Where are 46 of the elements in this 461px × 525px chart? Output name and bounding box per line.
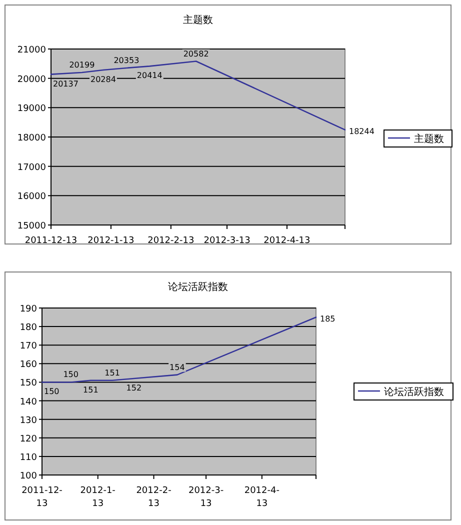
y-tick-label: 120 [20, 434, 38, 444]
data-label: 150 [44, 387, 60, 396]
data-label: 20137 [53, 79, 78, 88]
y-tick-label: 180 [20, 323, 38, 334]
y-tick-label: 130 [20, 416, 38, 426]
x-tick-label: 2012-4-13 [244, 486, 280, 509]
y-tick-label: 17000 [17, 162, 46, 173]
data-label: 185 [320, 314, 336, 324]
x-tick-label: 2012-2-13 [136, 486, 172, 509]
y-tick-label: 170 [20, 342, 38, 352]
data-label: 152 [126, 384, 142, 393]
x-tick-label: 2012-1-13 [88, 236, 134, 246]
y-tick-label: 19000 [17, 104, 46, 114]
chart-title: 主题数 [183, 14, 213, 26]
data-label: 18244 [349, 126, 374, 136]
x-tick-label: 2011-12-13 [24, 236, 78, 246]
x-tick-label: 2012-1-13 [80, 486, 116, 509]
line-series [41, 316, 317, 383]
data-label: 154 [170, 362, 185, 372]
y-tick-label: 20000 [17, 74, 46, 85]
x-tick-label: 2012-3-13 [204, 236, 250, 246]
legend-label: 论坛活跃指数 [384, 386, 444, 398]
x-tick-label: 2011-12-13 [22, 486, 62, 509]
y-tick-label: 18000 [17, 134, 46, 144]
y-tick-label: 15000 [17, 222, 46, 232]
y-tick-label: 16000 [17, 192, 46, 202]
data-label: 20582 [183, 49, 209, 58]
data-label: 151 [83, 385, 98, 394]
data-label: 150 [63, 370, 78, 380]
y-tick-label: 150 [20, 378, 38, 389]
data-label: 20414 [136, 71, 162, 80]
chart-title: 论坛活跃指数 [168, 281, 228, 293]
x-tick-label: 2012-4-13 [264, 236, 310, 246]
x-tick-label: 2012-2-13 [148, 236, 194, 246]
y-tick-label: 110 [20, 452, 38, 463]
y-tick-label: 140 [20, 397, 38, 408]
data-label: 20199 [69, 60, 95, 70]
data-label: 20353 [114, 56, 140, 65]
y-tick-label: 160 [20, 360, 38, 370]
data-label: 20284 [90, 75, 116, 84]
y-tick-label: 190 [20, 304, 38, 314]
legend-label: 主题数 [414, 133, 444, 145]
y-tick-label: 100 [20, 472, 38, 482]
y-tick-label: 21000 [17, 46, 46, 56]
data-label: 151 [104, 368, 120, 378]
x-tick-label: 2012-3-13 [188, 486, 224, 509]
